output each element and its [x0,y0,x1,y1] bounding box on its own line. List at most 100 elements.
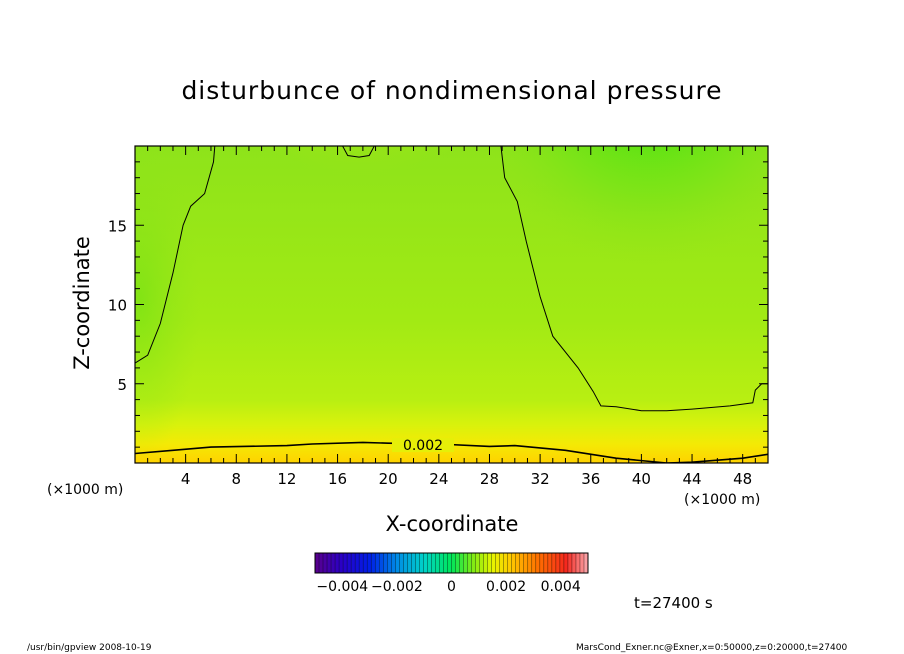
colorbar-cell [555,553,561,573]
x-tick-label: 32 [531,470,550,488]
contour-label-bg [392,438,454,452]
x-tick-label: 36 [581,470,600,488]
colorbar-cell [411,553,416,573]
colorbar-cell [395,553,400,573]
colorbar-cell [315,553,320,573]
colorbar-cell [459,553,464,573]
colorbar-cell [351,553,356,573]
colorbar-cell [331,553,336,573]
colorbar-cell [487,553,492,573]
colorbar-cell [335,553,340,573]
colorbar-cell [447,553,452,573]
footer-left: /usr/bin/gpview 2008-10-19 [27,643,152,653]
y-tick-label: 10 [108,297,127,315]
colorbar-cell [507,553,512,573]
contour-line [135,146,216,364]
colorbar-cell [387,553,392,573]
colorbar-cell [483,553,488,573]
colorbar-cell [567,553,573,573]
colorbar-cell [327,553,332,573]
colorbar-cell [511,553,516,573]
x-unit-right: (×1000 m) [684,492,761,508]
colorbar-tick-label: 0.002 [486,579,526,595]
colorbar-cell [455,553,460,573]
colorbar-tick-label: 0 [447,579,456,595]
x-tick-label: 16 [328,470,347,488]
colorbar-tick-label: 0.004 [541,579,581,595]
colorbar-cell [363,553,368,573]
colorbar-cell [343,553,348,573]
time-annotation: t=27400 s [634,594,713,612]
x-tick-label: 24 [429,470,448,488]
colorbar-cell [495,553,500,573]
colorbar-cell [427,553,432,573]
colorbar-cell [515,553,520,573]
colorbar-cell [423,553,428,573]
colorbar-cell [407,553,412,573]
colorbar-cell [527,553,532,573]
colorbar-cell [391,553,396,573]
colorbar-cell [535,553,541,573]
colorbar-cell [491,553,496,573]
colorbar-cell [431,553,436,573]
colorbar-cell [323,553,328,573]
colorbar-cell [499,553,504,573]
colorbar-cell [539,553,545,573]
colorbar-cell [563,553,569,573]
colorbar-tick-label: −0.004 [316,579,368,595]
x-unit-left: (×1000 m) [47,482,124,498]
colorbar-cell [419,553,424,573]
colorbar-cell [583,553,589,573]
contour-line [342,146,375,158]
colorbar-cell [399,553,404,573]
heatmap-field [135,146,768,463]
x-tick-label: 12 [277,470,296,488]
colorbar-tick-label: −0.002 [371,579,423,595]
colorbar-cell [475,553,480,573]
x-tick-labels: 4 8 12 16 20 24 28 32 36 40 44 48 [181,470,752,488]
chart-title: disturbunce of nondimensional pressure [181,76,723,105]
colorbar-cell [575,553,581,573]
x-tick-label: 48 [733,470,752,488]
colorbar-cell [479,553,484,573]
contour-line [500,146,768,412]
colorbar-cell [543,553,549,573]
colorbar-cell [519,553,524,573]
colorbar-cell [435,553,440,573]
colorbar-cell [463,553,468,573]
x-tick-label: 28 [480,470,499,488]
colorbar-cell [443,553,448,573]
colorbar-cell [523,553,528,573]
colorbar-cell [415,553,420,573]
colorbar-cell [503,553,508,573]
footer-right: MarsCond_Exner.nc@Exner,x=0:50000,z=0:20… [576,643,848,653]
colorbar-cell [355,553,360,573]
x-tick-label: 4 [181,470,191,488]
x-tick-label: 40 [632,470,651,488]
colorbar-cell [559,553,565,573]
x-tick-label: 44 [682,470,701,488]
colorbar-cell [471,553,476,573]
x-tick-label: 20 [379,470,398,488]
colorbar-cell [367,553,372,573]
colorbar-cell [347,553,352,573]
y-tick-labels: 5 10 15 [108,217,127,394]
colorbar-cell [571,553,577,573]
y-tick-label: 5 [117,376,127,394]
colorbar-cell [375,553,380,573]
colorbar-cells [314,553,589,573]
colorbar-cell [531,553,537,573]
colorbar-cell [547,553,553,573]
colorbar-cell [379,553,384,573]
colorbar-cell [359,553,364,573]
x-axis-label: X-coordinate [385,512,519,536]
colorbar-tick-labels: −0.004 −0.002 0 0.002 0.004 [316,579,580,595]
colorbar-cell [383,553,388,573]
colorbar-frame [314,552,589,574]
colorbar-cell [451,553,456,573]
colorbar-cell [319,553,324,573]
colorbar-cell [339,553,344,573]
contour-label: 0.002 [403,438,443,454]
